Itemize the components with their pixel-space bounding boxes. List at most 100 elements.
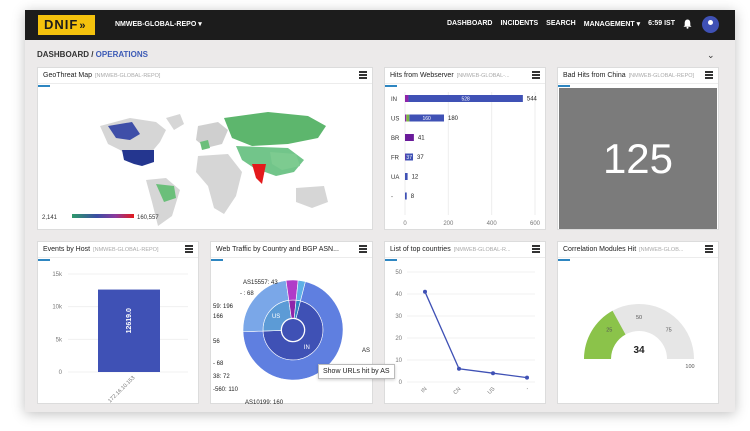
map-legend-max: 160,557 <box>137 215 159 221</box>
x-tick-label: IN <box>420 386 428 394</box>
menu-icon[interactable] <box>359 245 367 253</box>
category-label: US <box>391 117 399 123</box>
menu-icon[interactable] <box>185 245 193 253</box>
chevron-down-icon[interactable]: ⌄ <box>707 50 715 60</box>
map-region-russia <box>224 112 326 146</box>
panel-header: Hits from Webserver [NMWEB-GLOBAL-... <box>385 68 545 84</box>
dnif-logo[interactable]: DNIF» <box>38 15 95 35</box>
bell-icon[interactable] <box>683 19 692 29</box>
panel-top-countries: List of top countries [NMWEB-GLOBAL-R... … <box>384 241 546 404</box>
main-nav: DASHBOARD INCIDENTS SEARCH MANAGEMENT ▾ … <box>447 20 675 28</box>
x-tick-label: 400 <box>487 221 498 227</box>
bar-total-label: 544 <box>527 97 538 103</box>
bar-segment <box>409 114 444 122</box>
series-line <box>424 291 528 379</box>
segment-label: 37 <box>406 155 412 161</box>
gauge-tick-label: 50 <box>636 315 642 321</box>
map-legend-gradient <box>72 214 134 218</box>
panel-web-traffic: Web Traffic by Country and BGP ASN... IN… <box>210 241 374 405</box>
panel-events-host: Events by Host [NMWEB-GLOBAL-REPO] 0 5k 10k… <box>37 241 199 404</box>
gauge-tick-label: 25 <box>606 327 612 333</box>
panel-header: Correlation Modules Hit [NMWEB-GLOB... <box>558 242 718 258</box>
map-legend-min: 2,141 <box>42 215 58 221</box>
sunburst-outer-label: - 68 <box>213 361 224 367</box>
panel-accent-bar <box>38 259 50 261</box>
y-tick-label: 10k <box>52 305 63 311</box>
panel-accent-bar <box>385 85 397 87</box>
category-label: - <box>391 195 393 201</box>
y-tick-label: 40 <box>395 292 402 298</box>
panel-title: Bad Hits from China <box>563 72 626 79</box>
bar-segment <box>405 95 409 102</box>
map-region-india <box>252 164 266 184</box>
hits-bar-chart[interactable]: 0 200 400 600 IN 528 544 US 160 180 BR 41 FR 37 37 UA 12… <box>385 68 547 231</box>
big-number-tile: 125 <box>559 88 717 229</box>
y-tick-label: 5k <box>56 337 63 343</box>
correlation-gauge[interactable]: 25 50 75 100 34 <box>558 242 720 405</box>
nav-dashboard[interactable]: DASHBOARD <box>446 20 493 27</box>
y-tick-label: 0 <box>399 380 403 386</box>
breadcrumb-root[interactable]: DASHBOARD <box>37 50 89 59</box>
panel-title: Web Traffic by Country and BGP ASN... <box>216 246 339 253</box>
panel-title: Hits from Webserver <box>390 72 454 79</box>
sunburst-inner-label: US <box>272 314 280 320</box>
repo-selector[interactable]: NMWEB-GLOBAL-REPO ▾ <box>115 21 202 28</box>
y-tick-label: 15k <box>52 272 63 278</box>
sunburst-outer-slice <box>295 279 306 302</box>
x-tick-label: 0 <box>403 221 407 227</box>
y-tick-label: 20 <box>395 336 402 342</box>
panel-title: Events by Host <box>43 246 91 253</box>
panel-correlation: Correlation Modules Hit [NMWEB-GLOB... 25… <box>557 241 719 404</box>
bar-total-label: 180 <box>448 116 459 122</box>
sunburst-outer-label: AS <box>362 348 370 354</box>
world-map[interactable]: 2,141 160,557 <box>38 68 374 231</box>
sunburst-outer-label: AS10199: 160 <box>245 400 284 405</box>
map-region-brazil <box>156 184 176 202</box>
segment-label: 528 <box>461 97 470 103</box>
nav-search[interactable]: SEARCH <box>546 20 576 27</box>
sunburst-outer-label: -560: 110 <box>213 387 239 393</box>
events-bar-chart[interactable]: 0 5k 10k 15k 12619.0 172.16.10.153 <box>38 242 200 405</box>
panel-title: GeoThreat Map <box>43 72 93 79</box>
gauge-tick-label: 100 <box>685 364 694 370</box>
user-avatar[interactable] <box>702 16 719 33</box>
panel-accent-bar <box>558 259 570 261</box>
sunburst-inner-label: IN <box>304 345 310 351</box>
category-label: FR <box>391 156 400 162</box>
y-tick-label: 30 <box>395 314 402 320</box>
panel-header: Bad Hits from China [NMWEB-GLOBAL-REPO] <box>558 68 718 84</box>
map-region-france <box>200 140 210 150</box>
bar-segment <box>406 114 410 122</box>
nav-incidents[interactable]: INCIDENTS <box>500 20 539 27</box>
menu-icon[interactable] <box>705 245 713 253</box>
map-region-usa <box>122 150 154 166</box>
map-region-greenland <box>166 114 184 130</box>
y-tick-label: 50 <box>395 270 402 276</box>
sunburst-outer-slice <box>242 281 344 381</box>
sunburst-outer-label: 56 <box>213 339 220 345</box>
traffic-sunburst-chart[interactable]: IN US AS15557: 43 - : 68 59: 196 166 56 - 68 38:… <box>211 242 374 405</box>
countries-line-chart[interactable]: 0 10 20 30 40 50 IN CN US - <box>385 242 547 405</box>
panel-header: Web Traffic by Country and BGP ASN... <box>211 242 372 258</box>
data-point <box>457 366 461 371</box>
bar-segment <box>405 114 407 122</box>
panel-title: List of top countries <box>390 246 451 253</box>
sunburst-outer-label: - : 68 <box>240 291 254 297</box>
menu-icon[interactable] <box>705 71 713 79</box>
menu-icon[interactable] <box>359 71 367 79</box>
nav-management[interactable]: MANAGEMENT ▾ <box>583 21 641 28</box>
category-label: IN <box>391 97 397 103</box>
panel-header: GeoThreat Map [NMWEB-GLOBAL-REPO] <box>38 68 372 84</box>
y-tick-label: 0 <box>59 370 63 376</box>
x-tick-label: US <box>487 386 497 396</box>
gauge-value-label: 34 <box>633 345 645 356</box>
panel-header: List of top countries [NMWEB-GLOBAL-R... <box>385 242 545 258</box>
menu-icon[interactable] <box>532 245 540 253</box>
bar-segment <box>405 134 414 141</box>
menu-icon[interactable] <box>532 71 540 79</box>
panel-accent-bar <box>558 85 570 87</box>
top-navbar: DNIF» NMWEB-GLOBAL-REPO ▾ DASHBOARD INCI… <box>25 10 735 40</box>
breadcrumb: DASHBOARD / OPERATIONS <box>37 50 148 59</box>
map-region-china <box>270 152 300 170</box>
data-point <box>423 289 427 294</box>
